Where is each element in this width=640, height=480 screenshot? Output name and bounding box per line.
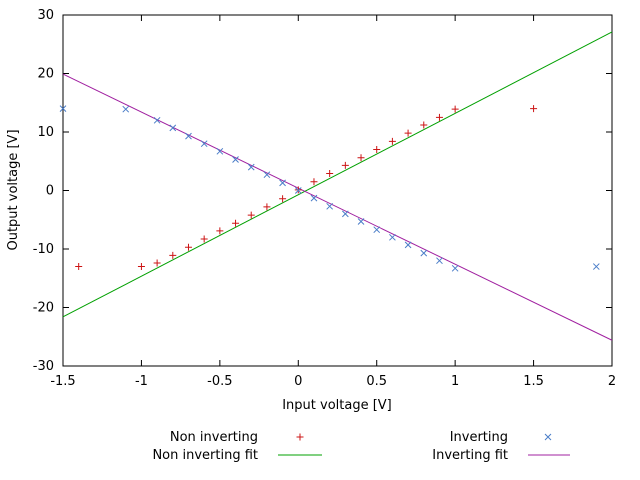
cross-marker bbox=[294, 187, 302, 194]
cross-marker bbox=[279, 179, 286, 187]
cross-marker bbox=[389, 233, 396, 241]
plus-marker bbox=[184, 243, 192, 251]
cross-marker bbox=[373, 226, 381, 234]
legend-label: Non inverting fit bbox=[152, 448, 258, 463]
plus-marker bbox=[341, 161, 349, 169]
plus-marker bbox=[310, 178, 318, 186]
cross-marker bbox=[592, 263, 600, 270]
cross-marker bbox=[153, 116, 161, 124]
x-tick-label: -0.5 bbox=[207, 374, 232, 389]
plus-marker bbox=[326, 170, 334, 178]
plus-marker bbox=[373, 146, 381, 154]
cross-marker bbox=[404, 241, 412, 249]
legend-label: Inverting bbox=[450, 430, 508, 445]
x-tick-label: 1.5 bbox=[523, 374, 544, 389]
y-tick-label: -20 bbox=[33, 301, 54, 316]
plus-marker bbox=[435, 113, 443, 121]
legend: Non inverting Inverting Non inverting fit I… bbox=[152, 430, 570, 463]
y-tick-label: 10 bbox=[37, 125, 54, 140]
cross-marker bbox=[451, 264, 459, 272]
cross-marker bbox=[263, 171, 271, 179]
plus-marker bbox=[200, 235, 208, 243]
cross-marker bbox=[420, 249, 428, 257]
plus-marker bbox=[420, 121, 428, 129]
y-tick-label: 0 bbox=[46, 184, 54, 199]
fit-line bbox=[62, 73, 613, 341]
plus-marker bbox=[75, 263, 83, 271]
plus-marker bbox=[279, 195, 287, 203]
plus-marker bbox=[232, 219, 240, 227]
cross-marker bbox=[341, 210, 349, 218]
plus-marker bbox=[388, 137, 396, 145]
x-tick-label: 0 bbox=[294, 374, 302, 389]
plus-marker bbox=[247, 211, 255, 219]
x-tick-label: -1.5 bbox=[50, 374, 75, 389]
plus-marker bbox=[137, 263, 145, 271]
plus-marker bbox=[263, 203, 271, 211]
plus-marker bbox=[451, 105, 459, 113]
y-tick-label: -10 bbox=[33, 242, 54, 257]
fit-line bbox=[62, 31, 613, 318]
x-tick-label: 2 bbox=[608, 374, 616, 389]
cross-marker bbox=[326, 202, 334, 210]
cross-marker bbox=[232, 156, 239, 163]
plus-marker bbox=[404, 129, 412, 137]
cross-marker bbox=[169, 124, 177, 132]
legend-label: Inverting fit bbox=[432, 448, 508, 463]
y-tick-label: 20 bbox=[37, 67, 54, 82]
cross-marker bbox=[310, 194, 318, 202]
cross-marker bbox=[544, 433, 552, 441]
x-tick-label: 1 bbox=[451, 374, 459, 389]
y-tick-label: 30 bbox=[37, 8, 54, 23]
plot-area: -1.5 -1 -0.5 0 0.5 1 1.5 2 -30 -20 -10 0 10 20 30 bbox=[33, 8, 616, 389]
cross-marker bbox=[357, 218, 365, 225]
plot-border bbox=[62, 14, 613, 367]
x-axis-label: Input voltage [V] bbox=[282, 398, 392, 413]
plus-marker bbox=[530, 105, 538, 113]
cross-marker bbox=[216, 147, 224, 155]
cross-marker bbox=[436, 257, 443, 265]
x-tick-label: -1 bbox=[135, 374, 148, 389]
cross-marker bbox=[247, 163, 255, 171]
plus-marker bbox=[153, 259, 161, 267]
plus-marker bbox=[357, 154, 365, 162]
y-axis-label: Output voltage [V] bbox=[6, 129, 21, 250]
cross-marker bbox=[122, 105, 130, 113]
cross-marker bbox=[185, 132, 192, 140]
plus-marker bbox=[296, 433, 304, 441]
cross-marker bbox=[59, 105, 67, 112]
plus-marker bbox=[169, 251, 177, 259]
x-tick-label: 0.5 bbox=[366, 374, 387, 389]
plus-marker bbox=[216, 227, 224, 235]
y-tick-label: -30 bbox=[33, 359, 54, 374]
legend-label: Non inverting bbox=[170, 430, 258, 445]
cross-marker bbox=[200, 140, 208, 148]
